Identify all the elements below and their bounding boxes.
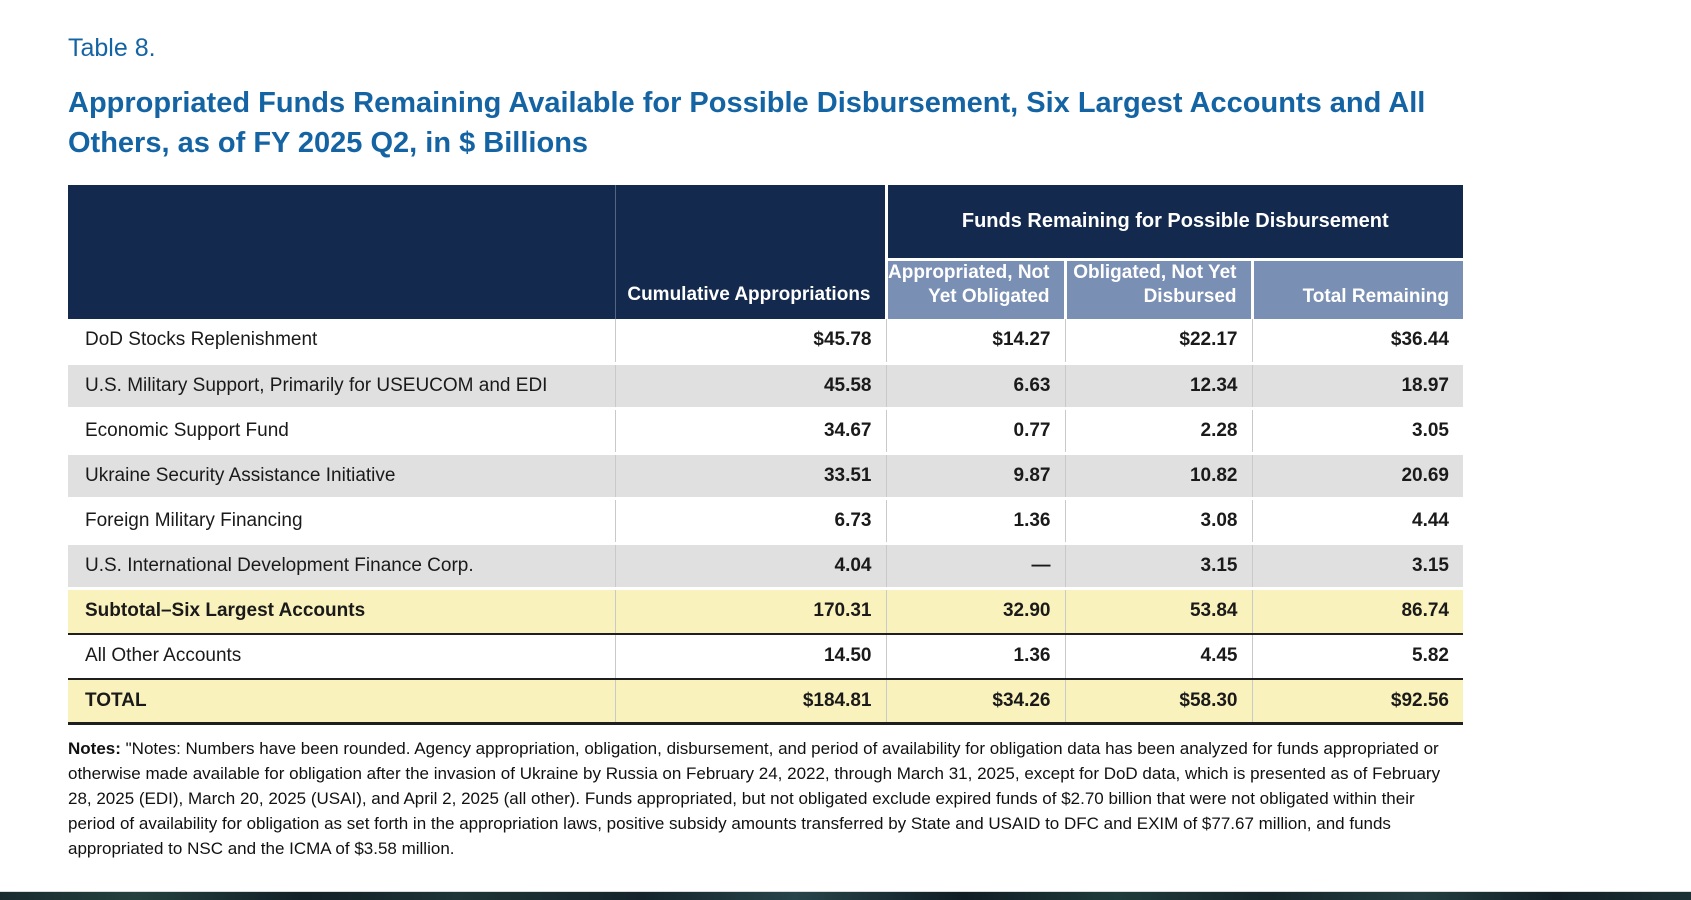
row-label-cell: Subtotal–Six Largest Accounts [68, 587, 615, 635]
value-cell: 32.90 [885, 587, 1065, 635]
table-row: All Other Accounts 14.50 1.36 4.45 5.82 [68, 633, 1463, 679]
value-cell: 170.31 [614, 587, 886, 635]
value-cell: 20.69 [1251, 452, 1463, 500]
row-label-cell: U.S. International Development Finance C… [68, 542, 615, 590]
group-header-funds-remaining: Funds Remaining for Possible Disbursemen… [884, 185, 1463, 261]
value-cell: 1.36 [885, 498, 1065, 544]
value-cell: 18.97 [1251, 362, 1463, 410]
table-row: Foreign Military Financing 6.73 1.36 3.08 4.… [68, 498, 1463, 544]
page-title: Appropriated Funds Remaining Available f… [68, 87, 1426, 159]
value-cell: 2.28 [1064, 408, 1252, 454]
row-label-cell: All Other Accounts [68, 633, 615, 679]
notes-label: Notes: [68, 739, 121, 758]
report-page: Table 8. Appropriated Funds Remaining Av… [68, 34, 1463, 861]
value-cell: 0.77 [885, 408, 1065, 454]
table-row: Economic Support Fund 34.67 0.77 2.28 3.05 [68, 408, 1463, 454]
row-label-cell: DoD Stocks Replenishment [68, 318, 615, 364]
row-label-cell: U.S. Military Support, Primarily for USE… [68, 362, 615, 410]
value-cell: 4.44 [1251, 498, 1463, 544]
table-corner-cell [68, 185, 616, 319]
value-cell: 4.04 [614, 542, 886, 590]
column-header-cumulative-appropriations: Cumulative Appropriations [615, 185, 886, 319]
value-cell: 6.63 [885, 362, 1065, 410]
value-cell: 3.08 [1064, 498, 1252, 544]
column-header-appropriated-not-yet-obligated: Appropriated, Not Yet Obligated [884, 259, 1065, 319]
row-label-cell: TOTAL [68, 677, 615, 725]
table-header: Cumulative Appropriations Funds Remainin… [68, 185, 1463, 319]
table-row: DoD Stocks Replenishment $45.78 $14.27 $22.… [68, 318, 1463, 364]
notes-body: "Notes: Numbers have been rounded. Agenc… [68, 739, 1441, 858]
value-cell: $34.26 [885, 677, 1065, 725]
notes: Notes: "Notes: Numbers have been rounded… [68, 736, 1463, 861]
table-label: Table 8. [68, 34, 156, 62]
value-cell: $36.44 [1251, 318, 1463, 364]
column-header-total-remaining: Total Remaining [1250, 259, 1463, 319]
value-cell: 3.15 [1251, 542, 1463, 590]
value-cell: 5.82 [1251, 633, 1463, 679]
table-body: DoD Stocks Replenishment $45.78 $14.27 $22.… [68, 318, 1463, 725]
table-row: TOTAL $184.81 $34.26 $58.30 $92.56 [68, 677, 1463, 725]
row-label-cell: Economic Support Fund [68, 408, 615, 454]
value-cell: $14.27 [885, 318, 1065, 364]
table-row: Subtotal–Six Largest Accounts 170.31 32.90… [68, 587, 1463, 635]
value-cell: 86.74 [1251, 587, 1463, 635]
value-cell: $58.30 [1064, 677, 1252, 725]
row-label-cell: Foreign Military Financing [68, 498, 615, 544]
table-row: U.S. Military Support, Primarily for USE… [68, 362, 1463, 410]
value-cell: $184.81 [614, 677, 886, 725]
value-cell: $92.56 [1251, 677, 1463, 725]
value-cell: 4.45 [1064, 633, 1252, 679]
bottom-image-strip [0, 891, 1691, 900]
value-cell: 14.50 [614, 633, 886, 679]
value-cell: 9.87 [885, 452, 1065, 500]
value-cell: 6.73 [614, 498, 886, 544]
value-cell: 3.05 [1251, 408, 1463, 454]
value-cell: 10.82 [1064, 452, 1252, 500]
appropriations-table: Cumulative Appropriations Funds Remainin… [68, 185, 1463, 725]
value-cell: 45.58 [614, 362, 886, 410]
value-cell: 3.15 [1064, 542, 1252, 590]
column-header-obligated-not-yet-disbursed: Obligated, Not Yet Disbursed [1063, 259, 1252, 319]
value-cell: $22.17 [1064, 318, 1252, 364]
value-cell: 34.67 [614, 408, 886, 454]
row-label-cell: Ukraine Security Assistance Initiative [68, 452, 615, 500]
value-cell: 53.84 [1064, 587, 1252, 635]
value-cell: 1.36 [885, 633, 1065, 679]
value-cell: — [885, 542, 1065, 590]
value-cell: 12.34 [1064, 362, 1252, 410]
table-row: U.S. International Development Finance C… [68, 542, 1463, 590]
value-cell: 33.51 [614, 452, 886, 500]
value-cell: $45.78 [614, 318, 886, 364]
table-row: Ukraine Security Assistance Initiative 33… [68, 452, 1463, 500]
